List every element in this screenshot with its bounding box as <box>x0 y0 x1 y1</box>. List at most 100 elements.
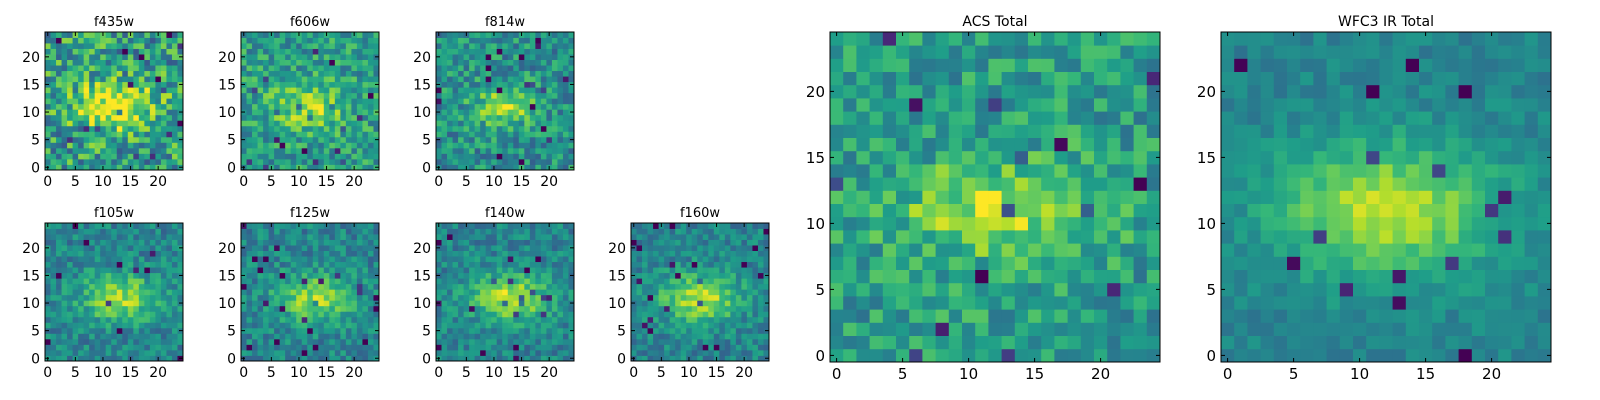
heatmap-cell <box>529 245 536 251</box>
heatmap-cell <box>116 344 123 351</box>
heatmap-cell <box>669 305 676 312</box>
heatmap-cell <box>524 125 531 132</box>
heatmap-cell <box>340 120 347 127</box>
heatmap-cell <box>279 81 286 88</box>
heatmap-cell <box>149 65 156 72</box>
heatmap-cell <box>491 289 498 296</box>
heatmap-cell <box>447 338 453 345</box>
heatmap-cell <box>290 344 297 351</box>
heatmap-cell <box>724 349 731 356</box>
heatmap-cell <box>935 190 950 204</box>
heatmap-cell <box>72 300 79 307</box>
heatmap-cell <box>301 125 308 132</box>
heatmap-cell <box>56 54 62 60</box>
heatmap-cell <box>89 327 96 334</box>
heatmap-cell <box>1094 230 1108 244</box>
heatmap-cell <box>89 103 96 110</box>
heatmap-cell <box>318 245 325 251</box>
heatmap-cell <box>719 355 726 362</box>
heatmap-cell <box>351 256 358 263</box>
heatmap-cell <box>458 322 464 329</box>
heatmap-cell <box>485 267 492 274</box>
heatmap-cell <box>246 344 253 351</box>
heatmap-cell <box>631 344 637 351</box>
heatmap-cell <box>502 43 509 49</box>
heatmap-cell <box>144 76 151 83</box>
heatmap-cell <box>177 37 184 44</box>
heatmap-cell <box>562 37 569 44</box>
heatmap-cell <box>312 125 319 132</box>
heatmap-cell <box>334 289 341 296</box>
heatmap-cell <box>105 81 112 88</box>
heatmap-cell <box>340 289 347 296</box>
heatmap-cell <box>922 282 936 297</box>
heatmap-cell <box>111 316 118 323</box>
heatmap-cell <box>279 120 286 127</box>
heatmap-cell <box>345 37 352 44</box>
heatmap-cell <box>1014 164 1029 178</box>
heatmap-cell <box>323 125 330 132</box>
heatmap-cell <box>155 136 162 143</box>
heatmap-cell <box>546 300 553 307</box>
heatmap-cell <box>296 300 303 307</box>
heatmap-cell <box>122 114 129 121</box>
heatmap-cell <box>735 239 742 246</box>
heatmap-cell <box>518 261 525 268</box>
heatmap-cell <box>631 239 637 246</box>
heatmap-cell <box>463 87 470 94</box>
heatmap-cell <box>155 65 162 72</box>
heatmap-cell <box>67 289 73 296</box>
heatmap-cell <box>513 98 520 105</box>
heatmap-cell <box>496 300 503 307</box>
heatmap-cell <box>719 338 726 345</box>
heatmap-cell <box>752 278 759 285</box>
heatmap-cell <box>746 267 753 274</box>
heatmap-cell <box>724 322 731 329</box>
heatmap-cell <box>535 239 542 246</box>
heatmap-cell <box>757 261 764 268</box>
heatmap-cell <box>557 300 564 307</box>
heatmap-cell <box>1014 322 1029 336</box>
heatmap-cell <box>540 272 547 279</box>
heatmap-cell <box>127 92 134 99</box>
heatmap-cell <box>268 267 275 274</box>
heatmap-cell <box>67 261 73 268</box>
heatmap-cell <box>367 322 374 329</box>
heatmap-cell <box>485 142 492 149</box>
heatmap-cell <box>149 142 156 149</box>
heatmap-cell <box>491 278 498 285</box>
heatmap-cell <box>72 316 79 323</box>
heatmap-cell <box>1001 296 1016 310</box>
heatmap-cell <box>551 136 558 143</box>
heatmap-cell <box>334 136 341 143</box>
heatmap-cell <box>285 250 292 257</box>
heatmap-cell <box>307 333 314 340</box>
heatmap-cell <box>263 32 269 38</box>
heatmap-cell <box>686 234 693 240</box>
heatmap-cell <box>546 344 553 351</box>
heatmap-cell <box>67 54 73 60</box>
heatmap-cell <box>274 294 281 301</box>
heatmap-cell <box>312 43 319 49</box>
heatmap-cell <box>285 131 292 138</box>
heatmap-cell <box>491 147 498 154</box>
heatmap-cell <box>680 349 687 356</box>
heatmap-cell <box>318 338 325 345</box>
heatmap-cell <box>100 311 107 318</box>
heatmap-cell <box>67 131 73 138</box>
heatmap-cell <box>155 54 162 60</box>
heatmap-cell <box>105 289 112 296</box>
heatmap-cell <box>513 349 520 356</box>
heatmap-cell <box>518 59 525 66</box>
heatmap-cell <box>436 153 442 160</box>
heatmap-cell <box>61 355 68 362</box>
heatmap-cell <box>658 272 665 279</box>
heatmap-cell <box>452 289 459 296</box>
heatmap-cell <box>72 142 79 149</box>
heatmap-cell <box>367 228 374 235</box>
heatmap-cell <box>133 355 140 362</box>
heatmap-cell <box>149 245 156 251</box>
heatmap-cell <box>263 267 269 274</box>
y-tick-label: 15 <box>218 268 236 284</box>
heatmap-cell <box>323 109 330 116</box>
